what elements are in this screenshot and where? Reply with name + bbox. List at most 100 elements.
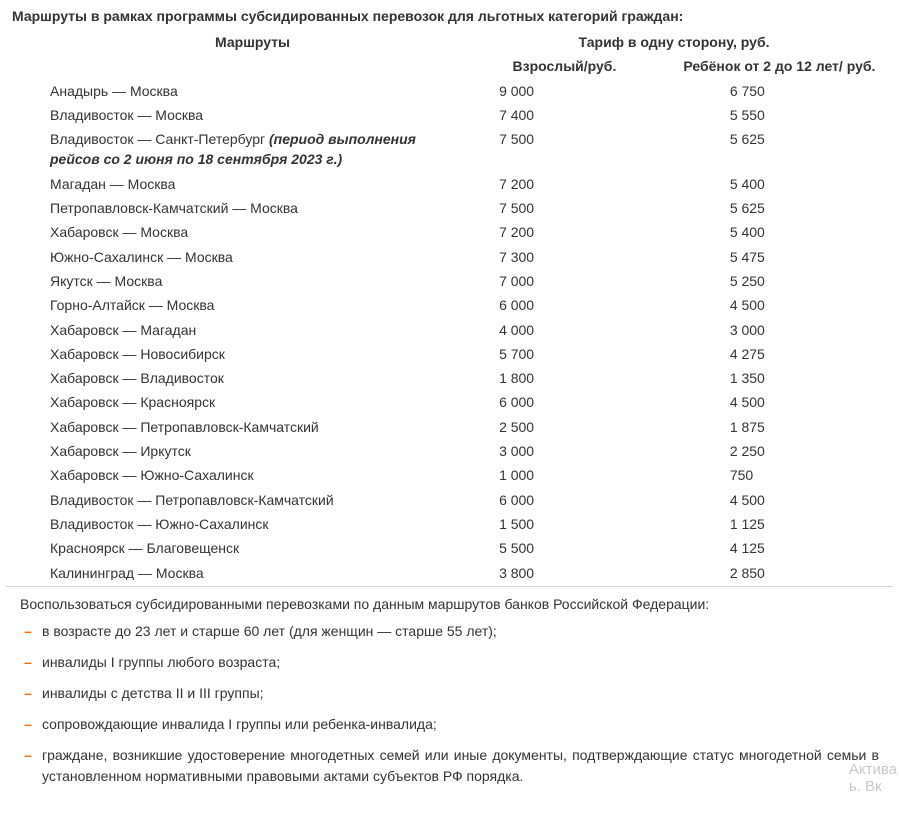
adult-price-cell: 7 500 (459, 127, 670, 172)
route-name: Красноярск — Благовещенск (50, 540, 239, 556)
child-price-cell: 750 (670, 463, 889, 487)
table-row: Анадырь — Москва9 0006 750 (46, 79, 889, 103)
child-price-cell: 4 125 (670, 536, 889, 560)
eligibility-item: сопровождающие инвалида I группы или реб… (20, 714, 879, 745)
adult-price-cell: 6 000 (459, 390, 670, 414)
adult-price-cell: 7 500 (459, 196, 670, 220)
eligibility-item: инвалиды с детства II и III группы; (20, 683, 879, 714)
table-scroll-wrap: Маршруты Тариф в одну сторону, руб. Взро… (6, 30, 893, 580)
page-title: Маршруты в рамках программы субсидирован… (12, 8, 893, 24)
route-name: Владивосток — Москва (50, 107, 203, 123)
table-row: Петропавловск-Камчатский — Москва 7 5005 … (46, 196, 889, 220)
adult-price-cell: 7 200 (459, 172, 670, 196)
route-cell: Хабаровск — Магадан (46, 318, 459, 342)
routes-table: Маршруты Тариф в одну сторону, руб. Взро… (46, 30, 889, 580)
adult-price-cell: 7 300 (459, 245, 670, 269)
child-price-cell: 5 625 (670, 127, 889, 172)
table-row: Хабаровск — Красноярск 6 0004 500 (46, 390, 889, 414)
table-body: Анадырь — Москва9 0006 750Владивосток — … (46, 79, 889, 580)
route-cell: Горно-Алтайск — Москва (46, 293, 459, 317)
adult-price-cell: 7 000 (459, 269, 670, 293)
table-row: Хабаровск — Владивосток1 8001 350 (46, 366, 889, 390)
route-name: Петропавловск-Камчатский — Москва (50, 200, 298, 216)
route-cell: Анадырь — Москва (46, 79, 459, 103)
route-cell: Владивосток — Санкт-Петербург (период вы… (46, 127, 459, 172)
table-row: Горно-Алтайск — Москва 6 0004 500 (46, 293, 889, 317)
child-price-cell: 5 400 (670, 172, 889, 196)
route-name: Хабаровск — Владивосток (50, 370, 224, 386)
eligibility-item: граждане, возникшие удостоверение многод… (20, 745, 879, 797)
adult-price-cell: 6 000 (459, 488, 670, 512)
route-name: Хабаровск — Иркутск (50, 443, 191, 459)
route-cell: Хабаровск — Владивосток (46, 366, 459, 390)
adult-price-cell: 7 400 (459, 103, 670, 127)
route-name: Магадан — Москва (50, 176, 175, 192)
adult-price-cell: 9 000 (459, 79, 670, 103)
route-name: Горно-Алтайск — Москва (50, 297, 214, 313)
eligibility-section: Воспользоваться субсидированными перевоз… (6, 586, 893, 797)
header-blank (46, 54, 459, 78)
adult-price-cell: 1 800 (459, 366, 670, 390)
adult-price-cell: 3 000 (459, 439, 670, 463)
table-row: Владивосток — Москва 7 4005 550 (46, 103, 889, 127)
table-row: Хабаровск — Петропавловск-Камчатский 2 50… (46, 415, 889, 439)
route-name: Владивосток — Южно-Сахалинск (50, 516, 269, 532)
adult-price-cell: 2 500 (459, 415, 670, 439)
table-scroll-area[interactable]: Маршруты Тариф в одну сторону, руб. Взро… (6, 30, 893, 580)
route-name: Калининград — Москва (50, 565, 204, 580)
route-cell: Якутск — Москва (46, 269, 459, 293)
route-cell: Хабаровск — Новосибирск (46, 342, 459, 366)
route-cell: Хабаровск — Южно-Сахалинск (46, 463, 459, 487)
route-name: Анадырь — Москва (50, 83, 178, 99)
route-cell: Хабаровск — Москва (46, 220, 459, 244)
header-routes: Маршруты (46, 30, 459, 54)
child-price-cell: 5 475 (670, 245, 889, 269)
child-price-cell: 4 500 (670, 488, 889, 512)
table-row: Хабаровск — Новосибирск5 7004 275 (46, 342, 889, 366)
route-cell: Владивосток — Петропавловск-Камчатский (46, 488, 459, 512)
child-price-cell: 5 400 (670, 220, 889, 244)
child-price-cell: 5 550 (670, 103, 889, 127)
adult-price-cell: 1 500 (459, 512, 670, 536)
route-name: Владивосток — Петропавловск-Камчатский (50, 492, 334, 508)
table-row: Владивосток — Санкт-Петербург (период вы… (46, 127, 889, 172)
adult-price-cell: 6 000 (459, 293, 670, 317)
header-child: Ребёнок от 2 до 12 лет/ руб. (670, 54, 889, 78)
header-tariff: Тариф в одну сторону, руб. (459, 30, 889, 54)
route-cell: Владивосток — Южно-Сахалинск (46, 512, 459, 536)
adult-price-cell: 3 800 (459, 561, 670, 580)
table-row: Хабаровск — Иркутск 3 0002 250 (46, 439, 889, 463)
route-cell: Красноярск — Благовещенск (46, 536, 459, 560)
route-cell: Калининград — Москва (46, 561, 459, 580)
route-name: Хабаровск — Петропавловск-Камчатский (50, 419, 319, 435)
child-price-cell: 3 000 (670, 318, 889, 342)
table-row: Хабаровск — Москва7 2005 400 (46, 220, 889, 244)
route-name: Хабаровск — Москва (50, 224, 188, 240)
table-row: Владивосток — Южно-Сахалинск 1 5001 125 (46, 512, 889, 536)
table-row: Хабаровск — Южно-Сахалинск1 000750 (46, 463, 889, 487)
child-price-cell: 4 275 (670, 342, 889, 366)
adult-price-cell: 5 500 (459, 536, 670, 560)
adult-price-cell: 5 700 (459, 342, 670, 366)
route-cell: Хабаровск — Иркутск (46, 439, 459, 463)
eligibility-list: в возрасте до 23 лет и старше 60 лет (дл… (20, 621, 879, 797)
child-price-cell: 2 250 (670, 439, 889, 463)
route-name: Хабаровск — Красноярск (50, 394, 215, 410)
route-cell: Хабаровск — Красноярск (46, 390, 459, 414)
adult-price-cell: 4 000 (459, 318, 670, 342)
route-name: Владивосток — Санкт-Петербург (50, 131, 265, 147)
child-price-cell: 4 500 (670, 293, 889, 317)
child-price-cell: 5 250 (670, 269, 889, 293)
child-price-cell: 4 500 (670, 390, 889, 414)
route-cell: Владивосток — Москва (46, 103, 459, 127)
child-price-cell: 5 625 (670, 196, 889, 220)
header-adult: Взрослый/руб. (459, 54, 670, 78)
route-cell: Магадан — Москва (46, 172, 459, 196)
table-row: Калининград — Москва3 8002 850 (46, 561, 889, 580)
table-row: Магадан — Москва 7 2005 400 (46, 172, 889, 196)
child-price-cell: 1 125 (670, 512, 889, 536)
eligibility-intro: Воспользоваться субсидированными перевоз… (20, 593, 879, 615)
page-root: Маршруты в рамках программы субсидирован… (0, 0, 899, 817)
route-cell: Южно-Сахалинск — Москва (46, 245, 459, 269)
route-name: Якутск — Москва (50, 273, 162, 289)
